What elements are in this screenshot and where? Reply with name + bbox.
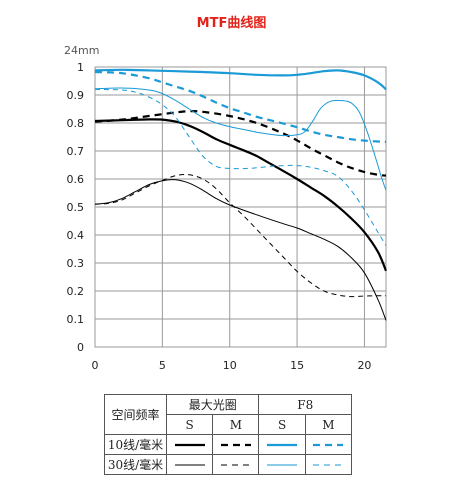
series-f8-10-m — [94, 70, 387, 143]
legend-row-30-label: 30线/毫米 — [104, 454, 167, 475]
legend-header-frequency: 空间频率 — [104, 394, 167, 435]
series-max-aperture-30-m — [94, 174, 387, 298]
legend-swatch-max-10-m — [212, 434, 260, 455]
y-tick-label: 0.4 — [67, 229, 85, 242]
legend-f8-s-label: S — [258, 414, 306, 435]
swatch-f8-10-m — [313, 443, 344, 446]
legend-swatch-max-10-s — [165, 434, 214, 455]
legend-max-s-label: S — [165, 414, 214, 435]
legend-swatch-max-30-s — [165, 454, 214, 475]
y-tick-label: 0.5 — [67, 201, 85, 214]
y-tick-label: 0.2 — [67, 285, 85, 298]
legend-swatch-f8-10-m — [304, 434, 353, 455]
x-tick-label: 0 — [92, 359, 99, 372]
x-tick-label: 15 — [290, 359, 304, 372]
mtf-chart: 00.10.20.30.40.50.60.70.80.910 5 10 15 2024m… — [64, 44, 388, 372]
y-tick-label: 0.7 — [67, 145, 85, 158]
y-tick-label: 0.3 — [67, 257, 85, 270]
x-tick-label: 5 — [159, 359, 166, 372]
swatch-f8-30-m — [313, 464, 344, 465]
x-tick-label: 10 — [223, 359, 237, 372]
swatch-f8-10-s — [267, 443, 298, 446]
swatch-max-10-s — [174, 443, 205, 446]
grid — [94, 66, 387, 348]
x-tick-label: 20 — [357, 359, 371, 372]
axis-labels: 00.10.20.30.40.50.60.70.80.910 5 10 15 2024m… — [64, 44, 371, 372]
focal-length-label: 24mm — [64, 44, 99, 57]
series-f8-30-s — [94, 87, 387, 191]
series-f8-30-m — [94, 88, 387, 246]
legend-f8-m-label: M — [304, 414, 353, 435]
series-max-aperture-30-s — [94, 179, 387, 321]
series-f8-10-s — [94, 68, 387, 91]
legend-table: 空间频率 最大光圈 F8 S M S M 10线/毫米 30线/毫米 — [104, 394, 353, 475]
series-max-aperture-10-s — [94, 118, 388, 272]
legend-swatch-f8-30-s — [258, 454, 306, 475]
legend-header-max-aperture: 最大光圈 — [165, 394, 260, 415]
y-tick-label: 0.6 — [67, 173, 85, 186]
y-tick-label: 0 — [77, 341, 84, 354]
y-tick-label: 0.9 — [67, 89, 85, 102]
swatch-max-30-m — [220, 464, 251, 465]
series-max-aperture-10-m — [94, 110, 387, 177]
swatch-max-10-m — [220, 443, 251, 446]
y-tick-label: 0.8 — [67, 117, 85, 130]
chart-title: MTF曲线图 — [196, 16, 267, 31]
legend-swatch-f8-30-m — [304, 454, 353, 475]
legend-row-10-label: 10线/毫米 — [104, 434, 167, 455]
y-tick-label: 0.1 — [67, 313, 85, 326]
swatch-f8-30-s — [267, 464, 298, 465]
swatch-max-30-s — [174, 464, 205, 465]
series-lines — [94, 68, 388, 321]
legend-max-m-label: M — [212, 414, 260, 435]
legend-swatch-max-30-m — [212, 454, 260, 475]
legend-swatch-f8-10-s — [258, 434, 306, 455]
legend-header-f8: F8 — [258, 394, 352, 415]
y-tick-label: 1 — [77, 61, 84, 74]
